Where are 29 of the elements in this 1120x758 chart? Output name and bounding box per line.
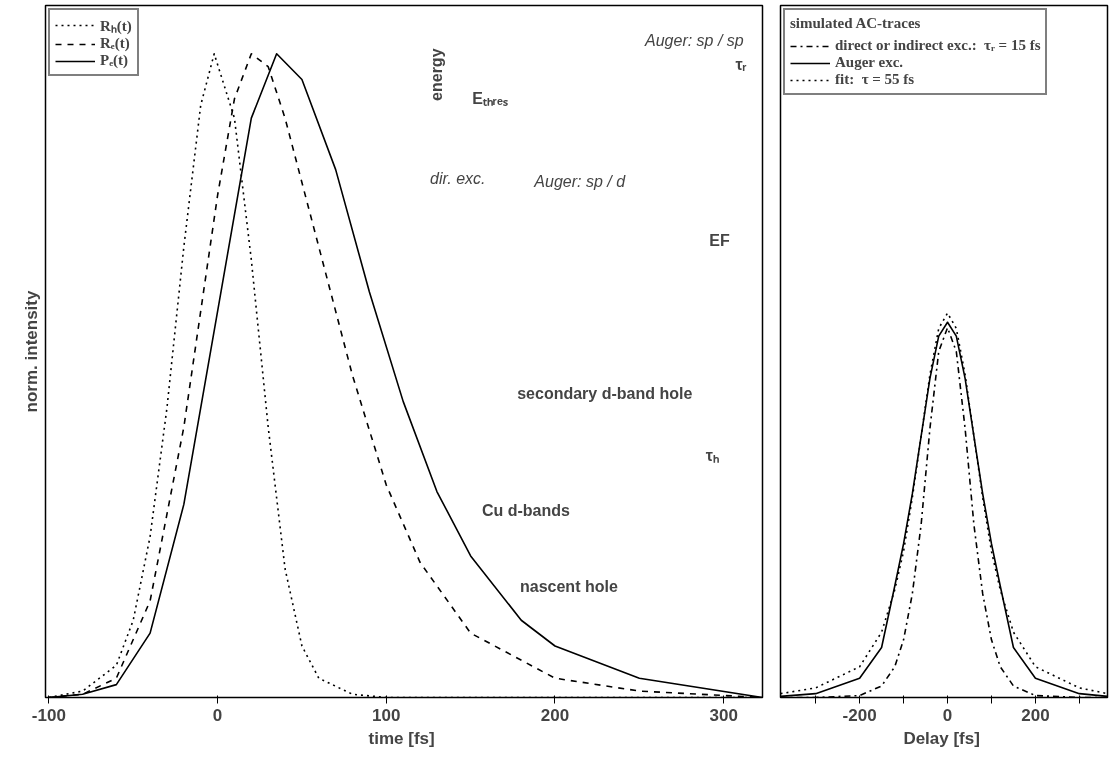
legend-label: Rₕ(t) [100, 17, 132, 35]
annotation: τᵣ [735, 55, 747, 73]
x-tick-label: 0 [942, 705, 953, 725]
legend-label: Auger exc. [835, 54, 904, 71]
legend-title: simulated AC-traces [790, 15, 922, 32]
x-tick-label: 200 [540, 705, 570, 725]
x-tick-label: -100 [31, 705, 66, 725]
annotation: dir. exc. [430, 170, 486, 187]
annotation: secondary d-band hole [517, 384, 693, 402]
x-tick-label: 300 [709, 705, 738, 725]
legend-label: direct or indirect exc.: τᵣ = 15 fs [835, 37, 1041, 54]
annotation: energy [427, 48, 445, 101]
annotation: EF [709, 232, 730, 250]
y-axis-title: norm. intensity [21, 290, 41, 413]
annotation: τₕ [705, 446, 719, 464]
x-tick-label: 200 [1021, 705, 1050, 725]
x-axis-title: Delay [fs] [903, 728, 980, 748]
x-tick-label: 100 [372, 705, 401, 725]
annotation: nascent hole [520, 578, 618, 596]
legend-label: Pₑ(t) [100, 52, 129, 69]
x-tick-label: 0 [212, 705, 223, 725]
x-axis-title: time [fs] [368, 728, 435, 748]
text: Auger: sp / sp [644, 31, 744, 49]
legend-label: Rₑ(t) [100, 35, 130, 52]
annotation: Eₜₕᵣₑₛ [472, 90, 508, 108]
annotation: Cu d-bands [481, 502, 570, 520]
x-tick-label: -200 [842, 705, 877, 725]
annotation: Auger: sp / d [533, 173, 627, 191]
legend-label: fit: τ = 55 fs [835, 71, 915, 88]
